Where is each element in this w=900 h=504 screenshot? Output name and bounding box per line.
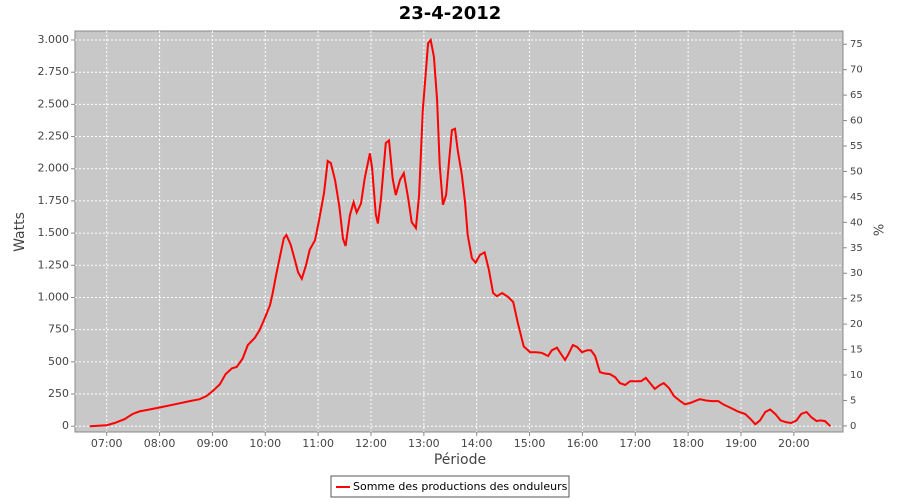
y-tick-label: 250 (48, 387, 69, 400)
y2-tick-label: 20 (850, 319, 863, 330)
y-tick-label: 3.000 (38, 33, 70, 46)
x-tick-label: 16:00 (567, 437, 599, 450)
y2-tick-label: 35 (850, 243, 863, 254)
y-tick-label: 2.500 (38, 97, 70, 110)
y2-axis-label: % (873, 224, 888, 236)
y2-tick-label: 40 (850, 217, 863, 228)
y2-tick-label: 5 (850, 395, 856, 406)
y-tick-label: 0 (62, 419, 69, 432)
y-tick-label: 1.000 (38, 290, 70, 303)
y-tick-label: 2.000 (38, 162, 70, 175)
x-tick-label: 14:00 (461, 437, 493, 450)
x-tick-label: 19:00 (725, 437, 757, 450)
y2-tick-label: 50 (850, 166, 863, 177)
x-tick-label: 07:00 (91, 437, 123, 450)
x-tick-label: 11:00 (302, 437, 334, 450)
x-tick-label: 08:00 (144, 437, 176, 450)
x-tick-label: 18:00 (672, 437, 704, 450)
y2-tick-label: 0 (850, 421, 856, 432)
legend-box (330, 475, 570, 498)
y2-tick-label: 55 (850, 141, 863, 152)
x-tick-label: 20:00 (778, 437, 810, 450)
x-tick-label: 17:00 (619, 437, 651, 450)
y2-tick-label: 30 (850, 268, 863, 279)
y2-tick-label: 65 (850, 90, 863, 101)
x-axis-label: Période (434, 452, 486, 468)
y2-tick-label: 10 (850, 370, 863, 381)
y2-tick-label: 45 (850, 192, 863, 203)
y-tick-label: 500 (48, 355, 69, 368)
y2-tick-label: 60 (850, 116, 863, 127)
y2-tick-label: 25 (850, 294, 863, 305)
y-tick-label: 750 (48, 323, 69, 336)
y-tick-label: 1.750 (38, 194, 70, 207)
x-tick-label: 12:00 (355, 437, 387, 450)
y2-tick-label: 70 (850, 65, 863, 76)
y-tick-label: 2.250 (38, 130, 70, 143)
y-tick-label: 1.500 (38, 226, 70, 239)
plot-area (74, 30, 844, 433)
y2-tick-label: 15 (850, 345, 863, 356)
y-tick-label: 2.750 (38, 65, 70, 78)
y-tick-label: 1.250 (38, 258, 70, 271)
x-tick-label: 13:00 (408, 437, 440, 450)
y-axis-label: Watts (12, 212, 28, 252)
y2-tick-label: 75 (850, 39, 863, 50)
x-tick-label: 15:00 (514, 437, 546, 450)
x-tick-label: 10:00 (249, 437, 281, 450)
series-line (89, 37, 831, 428)
legend-label: Somme des productions des onduleurs (353, 480, 568, 493)
chart-title: 23-4-2012 (399, 3, 502, 24)
x-tick-label: 09:00 (197, 437, 229, 450)
